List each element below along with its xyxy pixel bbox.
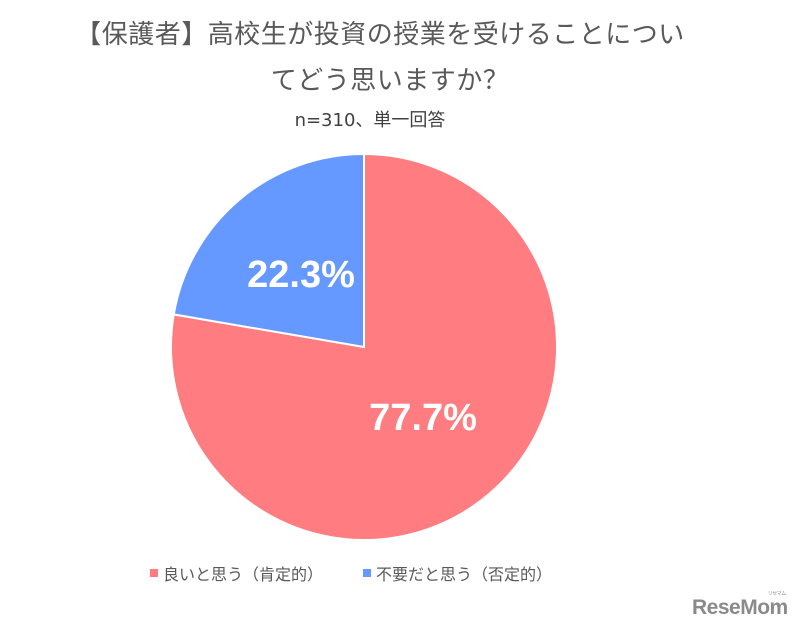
chart-title-line1: 【保護者】高校生が投資の授業を受けることについ — [75, 20, 685, 50]
pie-slice-negative — [172, 152, 365, 349]
pie-slice-positive — [170, 152, 558, 541]
legend-swatch-positive — [150, 569, 158, 577]
data-label-positive: 77.7% — [369, 397, 477, 439]
resemom-logo: ReseMom リセマム — [692, 591, 788, 620]
logo-small-text: リセマム — [767, 591, 787, 597]
legend-label-negative: 不要だと思う（否定的） — [376, 565, 553, 584]
chart-title-line2: てどう思いますか？ — [270, 66, 510, 96]
legend-swatch-negative — [363, 569, 372, 577]
legend-label-positive: 良いと思う（肯定的） — [163, 565, 324, 584]
logo-text: ReseMom — [692, 596, 788, 619]
legend-item-positive: 良いと思う（肯定的） — [150, 561, 323, 585]
chart-subtitle: n=310、単一回答 — [294, 110, 446, 131]
data-label-negative: 22.3% — [247, 254, 355, 296]
legend-item-negative: 不要だと思う（否定的） — [363, 561, 552, 585]
chart-legend: 良いと思う（肯定的） 不要だと思う（否定的） — [150, 561, 552, 585]
